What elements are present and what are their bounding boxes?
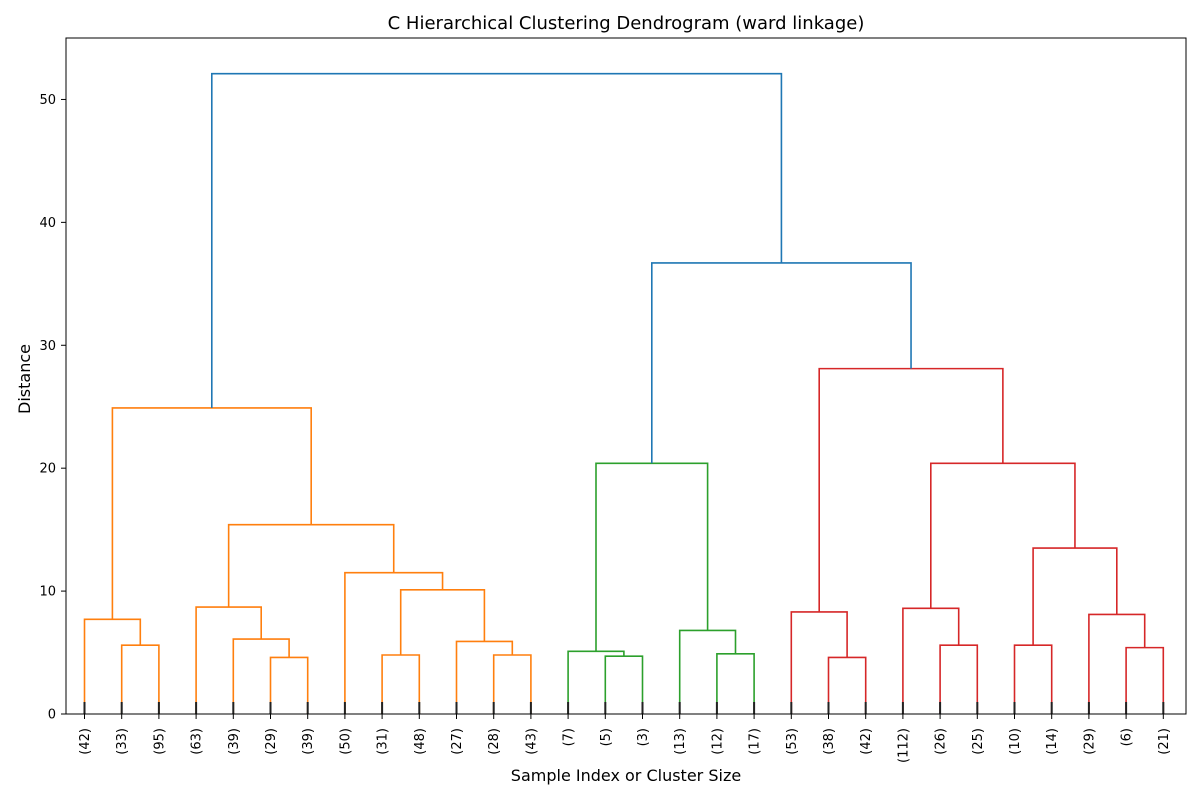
merge-link-5 bbox=[381, 654, 421, 714]
y-tick-label: 20 bbox=[39, 462, 56, 477]
merge-link-14 bbox=[716, 652, 755, 714]
leaf-label: (43) bbox=[524, 728, 539, 755]
y-tick-label: 50 bbox=[39, 93, 56, 108]
merge-link-9 bbox=[344, 571, 444, 714]
y-tick-label: 40 bbox=[39, 216, 56, 231]
leaf-label: (21) bbox=[1157, 728, 1172, 755]
merge-link-7 bbox=[455, 640, 514, 714]
leaf-label: (6) bbox=[1120, 728, 1135, 746]
leaf-label: (33) bbox=[115, 728, 130, 755]
leaf-label: (10) bbox=[1008, 728, 1023, 755]
y-axis-ticks: 0 10 20 30 40 50 bbox=[39, 93, 66, 723]
leaf-label: (112) bbox=[896, 728, 911, 763]
leaf-label: (95) bbox=[152, 728, 167, 755]
merge-link-15 bbox=[678, 629, 737, 714]
merge-link-23 bbox=[1088, 613, 1146, 714]
merge-link-21 bbox=[1013, 644, 1053, 714]
leaf-label: (17) bbox=[748, 728, 763, 755]
leaf-label: (3) bbox=[636, 728, 651, 746]
x-axis-ticks: (42) (33) (95) (63) (39) (29) (39) (50) (31) (48)… bbox=[78, 714, 1172, 763]
leaf-label: (7) bbox=[562, 728, 577, 746]
leaf-label: (38) bbox=[822, 728, 837, 755]
y-axis-label: Distance bbox=[15, 344, 34, 414]
leaf-label: (48) bbox=[413, 728, 428, 755]
leaf-label: (28) bbox=[487, 728, 502, 755]
x-axis-label: Sample Index or Cluster Size bbox=[511, 766, 741, 785]
leaf-label: (53) bbox=[785, 728, 800, 755]
leaf-label: (39) bbox=[227, 728, 242, 755]
merge-links bbox=[83, 72, 1165, 714]
leaf-label: (12) bbox=[710, 728, 725, 755]
merge-link-27 bbox=[651, 262, 912, 464]
merge-link-6 bbox=[492, 654, 532, 714]
leaf-label: (26) bbox=[934, 728, 949, 755]
merge-link-12 bbox=[604, 655, 644, 714]
leaf-label: (42) bbox=[859, 728, 874, 755]
leaf-label: (39) bbox=[301, 728, 316, 755]
leaf-label: (29) bbox=[1082, 728, 1097, 755]
leaf-label: (27) bbox=[450, 728, 465, 755]
y-tick-label: 30 bbox=[39, 339, 56, 354]
leaf-marks bbox=[83, 702, 1165, 714]
leaf-label: (42) bbox=[78, 728, 93, 755]
merge-link-0 bbox=[120, 644, 160, 714]
merge-link-28 bbox=[210, 72, 783, 408]
y-tick-label: 0 bbox=[48, 708, 56, 723]
leaf-label: (50) bbox=[338, 728, 353, 755]
leaf-label: (13) bbox=[673, 728, 688, 755]
y-tick-label: 10 bbox=[39, 585, 56, 600]
leaf-label: (63) bbox=[190, 728, 205, 755]
leaf-label: (14) bbox=[1045, 728, 1060, 755]
merge-link-2 bbox=[269, 656, 309, 714]
leaf-label: (29) bbox=[264, 728, 279, 755]
leaf-label: (31) bbox=[376, 728, 391, 755]
leaf-label: (25) bbox=[971, 728, 986, 755]
merge-link-8 bbox=[399, 589, 486, 656]
plot-frame bbox=[65, 37, 1187, 715]
merge-link-17 bbox=[827, 656, 867, 714]
leaf-label: (5) bbox=[599, 728, 614, 746]
merge-link-19 bbox=[939, 644, 979, 714]
merge-link-24 bbox=[1032, 547, 1118, 646]
chart-title: C Hierarchical Clustering Dendrogram (wa… bbox=[388, 13, 865, 34]
